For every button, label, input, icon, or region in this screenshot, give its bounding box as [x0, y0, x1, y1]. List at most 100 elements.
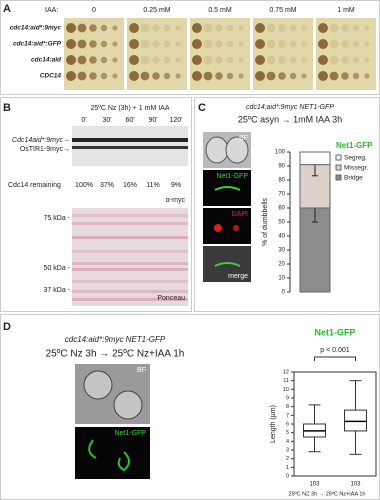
time-label: 0' [81, 117, 86, 124]
yeast-spot [203, 71, 213, 81]
iaa-label: IAA: [45, 7, 58, 14]
ponceau-band [72, 298, 188, 301]
panel-label: A [3, 3, 11, 15]
strain-label: cdc14:aid*:9myc [10, 25, 62, 32]
yeast-spot [301, 41, 307, 47]
legend-label: Segreg. [344, 155, 367, 162]
marker: 37 kDa - [44, 287, 71, 294]
yeast-spot [226, 72, 234, 80]
yeast-spot [289, 56, 297, 64]
strain-label: cdc14:aid [31, 57, 62, 64]
yeast-spot [329, 39, 339, 49]
concentration: 0.5 mM [208, 7, 232, 14]
condition: 25ºC asyn → 1mM IAA 3h [238, 114, 342, 124]
cell [205, 136, 229, 164]
time-label: 60' [125, 117, 134, 124]
yeast-spot [192, 55, 202, 65]
y-tick-label: 20 [278, 262, 285, 268]
concentration: 1 mM [337, 7, 355, 14]
yeast-spot [129, 55, 139, 65]
y-tick-label: 0 [286, 473, 289, 479]
yeast-spot [364, 41, 370, 47]
yeast-spot [152, 56, 160, 64]
yeast-spot [364, 57, 370, 63]
concentration: 0.25 mM [143, 7, 170, 14]
image-label: merge [228, 273, 248, 280]
panel-label: B [3, 102, 11, 114]
yeast-spot [215, 24, 223, 32]
strain-label: CDC14 [40, 73, 62, 80]
yeast-spot [152, 40, 160, 48]
cell [113, 390, 143, 420]
y-tick-label: 10 [283, 387, 289, 393]
chart-title: Net1-GFP [314, 327, 355, 337]
gfp-signal [117, 451, 130, 472]
y-tick-label: 40 [278, 234, 285, 240]
dapi-signal [214, 224, 222, 232]
yeast-spot [112, 41, 118, 47]
yeast-spot [238, 73, 244, 79]
condition: 25ºC Nz (3h) + 1 mM IAA [91, 105, 170, 112]
significance-bracket [314, 356, 356, 361]
yeast-spot [100, 72, 108, 80]
legend-label: Missegr. [344, 165, 368, 172]
yeast-spot [203, 55, 213, 65]
yeast-spot [341, 24, 349, 32]
cell [225, 136, 249, 164]
y-tick-label: 1 [286, 465, 289, 471]
y-axis-label: % of dumbbells [262, 198, 269, 246]
ponceau-band [72, 250, 188, 253]
panel-frame [0, 314, 380, 500]
ponceau-band [72, 280, 188, 283]
image-label: BF [137, 367, 146, 374]
yeast-spot [352, 24, 360, 32]
yeast-spot [77, 55, 87, 65]
y-tick-label: 9 [286, 395, 289, 401]
yeast-spot [129, 23, 139, 33]
yeast-spot [152, 24, 160, 32]
x-axis-label: 25ºC NZ 3h → 25ºC Nz+IAA 1h [289, 490, 366, 497]
ponceau-band [72, 222, 188, 225]
concentration: 0.75 mM [269, 7, 296, 14]
y-tick-label: 12 [283, 369, 289, 375]
dapi-signal [233, 225, 239, 231]
yeast-spot [140, 23, 150, 33]
legend-swatch [335, 174, 342, 181]
legend-swatch [335, 164, 342, 171]
yeast-spot [77, 71, 87, 81]
yeast-spot [318, 55, 328, 65]
blot-band [72, 138, 188, 142]
condition: 25ºC Nz 3h → 25ºC Nz+IAA 1h [46, 349, 185, 360]
time-label: 90' [148, 117, 157, 124]
yeast-spot [89, 72, 97, 80]
band-label: OsTIR1-9myc→ [20, 146, 70, 153]
legend-label: Bridge [344, 175, 363, 182]
yeast-spot [66, 55, 76, 65]
yeast-spot [341, 56, 349, 64]
yeast-spot [215, 40, 223, 48]
yeast-spot [266, 55, 276, 65]
band-label: Cdc14aid*:9myc→ [12, 137, 70, 144]
yeast-spot [238, 57, 244, 63]
stain-label: Ponceau [157, 295, 185, 302]
yeast-spot [112, 25, 118, 31]
yeast-spot [301, 25, 307, 31]
yeast-spot [163, 72, 171, 80]
n-label: 103 [350, 482, 361, 488]
yeast-spot [364, 25, 370, 31]
yeast-spot [278, 72, 286, 80]
y-tick-label: 70 [278, 192, 285, 198]
yeast-spot [89, 40, 97, 48]
yeast-spot [318, 23, 328, 33]
image-label: Net1-GFP [216, 173, 248, 180]
micrograph [75, 427, 150, 479]
strain-label: cdc14:aid*:GFP [13, 41, 62, 48]
ponceau-band [72, 214, 188, 217]
yeast-spot [77, 39, 87, 49]
legend-title: Net1-GFP [336, 141, 373, 150]
yeast-spot [112, 57, 118, 63]
yeast-spot [100, 24, 108, 32]
bar-segment [299, 151, 331, 166]
yeast-spot [226, 24, 234, 32]
